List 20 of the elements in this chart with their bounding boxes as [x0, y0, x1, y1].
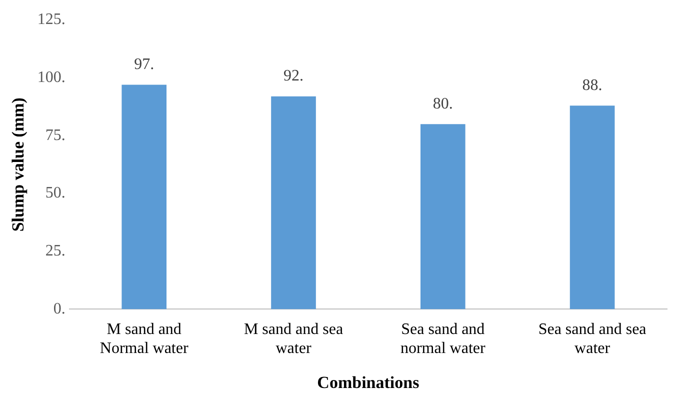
bar [271, 96, 316, 310]
data-label: 97. [134, 56, 154, 73]
bar [122, 84, 167, 310]
y-tick-label: 25. [45, 242, 66, 260]
x-tick-label: M sand and sea water [244, 321, 344, 358]
data-label: 88. [582, 76, 602, 94]
y-tick-label: 100. [37, 69, 66, 86]
bar [570, 106, 615, 310]
y-tick-label: 75. [45, 126, 66, 144]
y-tick-label: 0. [53, 300, 66, 318]
bar [420, 124, 466, 310]
data-label: 92. [284, 68, 304, 85]
y-tick-label: 125. [37, 11, 66, 28]
x-tick-label: Sea sand and normal water [400, 321, 486, 358]
x-tick-label: M sand and Normal water [100, 321, 189, 358]
x-axis-title: Combinations [317, 373, 420, 392]
y-tick-label: 50. [45, 184, 66, 202]
data-label: 80. [432, 95, 453, 112]
y-axis-title: Slump value (mm) [8, 98, 28, 232]
x-tick-label: Sea sand and sea water [538, 321, 646, 358]
